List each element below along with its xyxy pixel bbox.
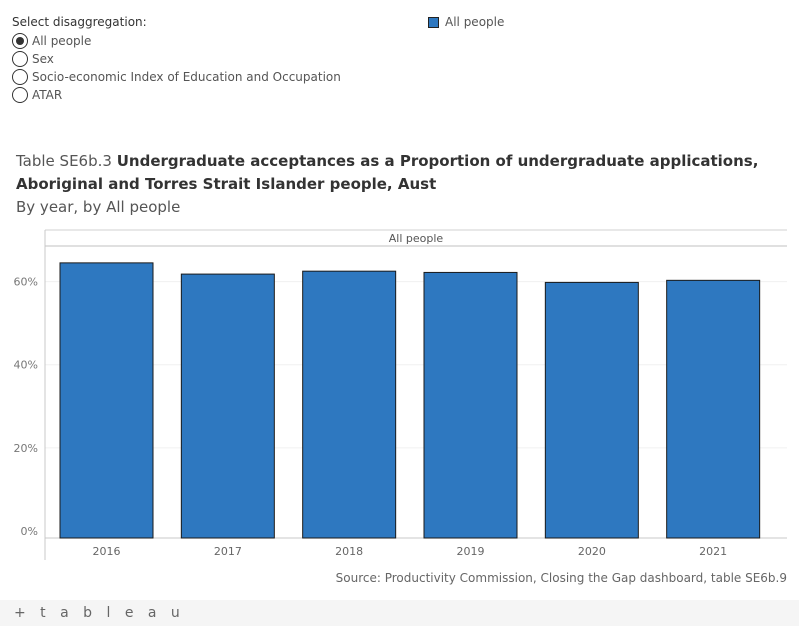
- y-axis-ticks: 0% 20% 40% 60%: [14, 276, 38, 538]
- legend-swatch: [428, 16, 439, 28]
- bar-2020[interactable]: [544, 281, 639, 539]
- radio-label-atar: ATAR: [32, 88, 63, 102]
- chart-title: Table SE6b.3 Undergraduate acceptances a…: [16, 150, 786, 196]
- radio-option-atar[interactable]: ATAR: [12, 86, 341, 104]
- x-tick-label-2020: 2020: [578, 545, 606, 558]
- radio-option-sex[interactable]: Sex: [12, 50, 341, 68]
- radio-button-seieo[interactable]: [12, 69, 28, 85]
- bar-chart: All people 0%20%40%60% 2016 2017 2018 2019 2…: [14, 229, 787, 560]
- radio-option-seieo[interactable]: Socio-economic Index of Education and Oc…: [12, 68, 341, 86]
- bar-2019[interactable]: [423, 271, 518, 539]
- radio-option-all-people[interactable]: All people: [12, 32, 341, 50]
- disaggregation-label: Select disaggregation:: [12, 15, 147, 29]
- bar-2021[interactable]: [666, 279, 761, 539]
- chart-title-block: Table SE6b.3 Undergraduate acceptances a…: [16, 150, 786, 219]
- radio-label-sex: Sex: [32, 52, 54, 66]
- radio-button-sex[interactable]: [12, 51, 28, 67]
- footer-bar: + t a b l e a u: [0, 600, 799, 626]
- x-tick-label-2018: 2018: [335, 545, 363, 558]
- radio-button-all-people[interactable]: [12, 33, 28, 49]
- x-axis-labels: 2016 2017 2018 2019 2020 2021: [93, 545, 728, 558]
- source-note: Source: Productivity Commission, Closing…: [335, 571, 787, 585]
- legend-label: All people: [445, 15, 505, 29]
- y-tick-label: 20%: [14, 442, 38, 455]
- chart-subtitle: By year, by All people: [16, 198, 181, 216]
- title-prefix: Table SE6b.3: [16, 152, 112, 170]
- x-tick-label-2021: 2021: [699, 545, 727, 558]
- bars: [59, 262, 761, 539]
- x-tick-label-2019: 2019: [457, 545, 485, 558]
- bar-2017[interactable]: [180, 273, 275, 539]
- bar-2016[interactable]: [59, 262, 154, 539]
- legend[interactable]: All people: [428, 15, 504, 29]
- x-tick-label-2017: 2017: [214, 545, 242, 558]
- panel-header: All people: [389, 232, 444, 245]
- disaggregation-selector: Select disaggregation: All people Sex So…: [12, 15, 341, 104]
- y-tick-label: 40%: [14, 359, 38, 372]
- radio-button-atar[interactable]: [12, 87, 28, 103]
- radio-label-all-people: All people: [32, 34, 92, 48]
- y-tick-label: 60%: [14, 276, 38, 289]
- x-tick-label-2016: 2016: [93, 545, 121, 558]
- gridlines: [45, 281, 787, 449]
- tableau-logo[interactable]: + t a b l e a u: [14, 605, 185, 621]
- radio-label-seieo: Socio-economic Index of Education and Oc…: [32, 70, 341, 84]
- y-tick-label: 0%: [21, 525, 38, 538]
- title-main: Undergraduate acceptances as a Proportio…: [16, 152, 759, 193]
- bar-2018[interactable]: [302, 270, 397, 539]
